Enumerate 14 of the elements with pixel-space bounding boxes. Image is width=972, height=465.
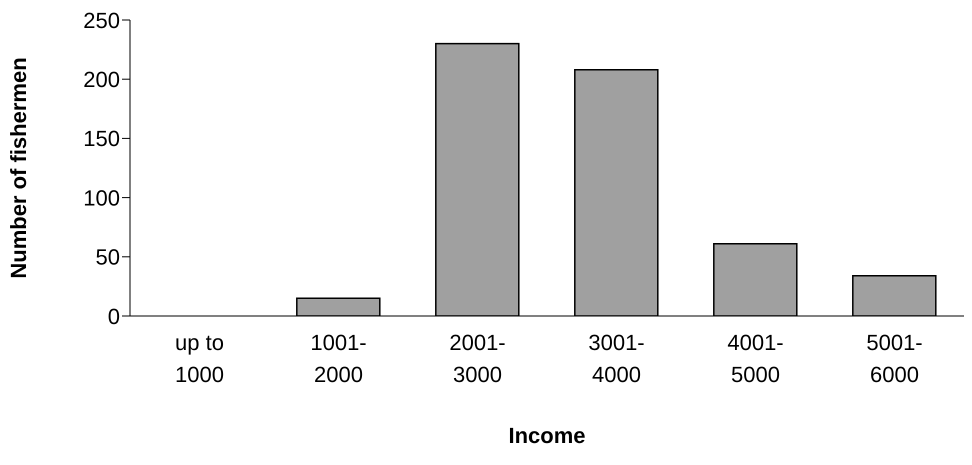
- x-axis-title: Income: [508, 423, 586, 448]
- y-tick-label: 50: [96, 244, 120, 270]
- x-tick-label: 4001-5000: [727, 330, 784, 387]
- x-tick-label: 5001-6000: [866, 330, 923, 387]
- y-axis-title: Number of fishermen: [6, 57, 31, 279]
- x-tick-label: 2001-3000: [449, 330, 506, 387]
- y-tick-label: 200: [83, 67, 120, 92]
- y-tick-label: 0: [108, 304, 120, 329]
- y-tick-label: 250: [83, 8, 120, 33]
- x-tick-label: up to 1000: [175, 330, 224, 387]
- y-tick-label: 100: [83, 185, 120, 210]
- y-tick-label: 150: [83, 126, 120, 152]
- x-tick-label: 3001-4000: [588, 330, 645, 387]
- x-tick-label: 1001-2000: [310, 330, 367, 387]
